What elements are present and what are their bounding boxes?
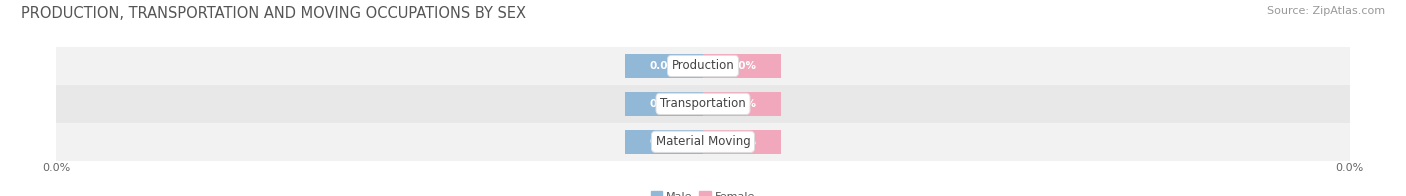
Bar <box>626 130 703 153</box>
Bar <box>56 47 1350 85</box>
Bar <box>703 54 780 78</box>
Bar <box>626 54 703 78</box>
Bar <box>56 85 1350 123</box>
Text: 0.0%: 0.0% <box>727 61 756 71</box>
Text: 0.0%: 0.0% <box>727 137 756 147</box>
Text: 0.0%: 0.0% <box>650 61 679 71</box>
Bar <box>56 123 1350 161</box>
Text: 0.0%: 0.0% <box>650 99 679 109</box>
Legend: Male, Female: Male, Female <box>651 191 755 196</box>
Bar <box>703 92 780 116</box>
Text: 0.0%: 0.0% <box>650 137 679 147</box>
Bar <box>703 130 780 153</box>
Text: Source: ZipAtlas.com: Source: ZipAtlas.com <box>1267 6 1385 16</box>
Text: Transportation: Transportation <box>661 97 745 110</box>
Text: Production: Production <box>672 60 734 73</box>
Bar <box>626 92 703 116</box>
Text: PRODUCTION, TRANSPORTATION AND MOVING OCCUPATIONS BY SEX: PRODUCTION, TRANSPORTATION AND MOVING OC… <box>21 6 526 21</box>
Text: Material Moving: Material Moving <box>655 135 751 148</box>
Text: 0.0%: 0.0% <box>727 99 756 109</box>
